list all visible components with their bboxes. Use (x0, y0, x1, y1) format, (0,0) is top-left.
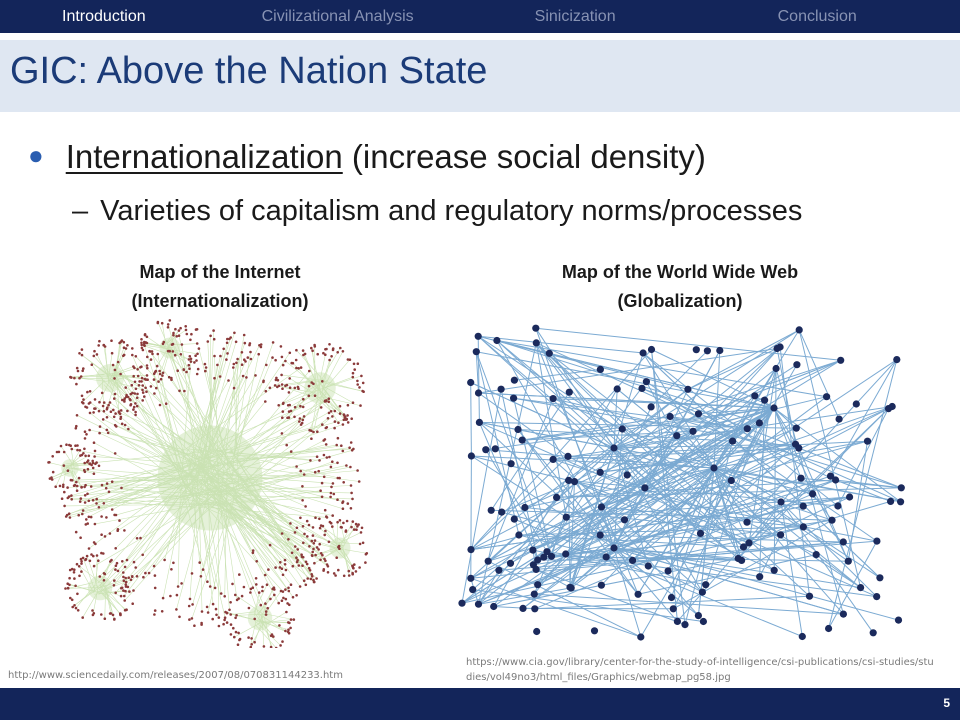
nav-introduction[interactable]: Introduction (62, 7, 146, 25)
bullet-underlined-term: Internationalization (65, 138, 343, 175)
nav-conclusion[interactable]: Conclusion (777, 7, 857, 25)
caption-line: Map of the World Wide Web (561, 262, 799, 282)
bullet-internationalization: ● Internationalization (increase social d… (28, 138, 706, 176)
source-link-internet[interactable]: http://www.sciencedaily.com/releases/200… (8, 670, 343, 681)
sub-bullet-text: Varieties of capitalism and regulatory n… (100, 195, 803, 227)
nav-sinicization[interactable]: Sinicization (534, 7, 616, 25)
source-link-web[interactable]: https://www.cia.gov/library/center-for-t… (466, 657, 934, 683)
caption-line: Map of the Internet (139, 262, 301, 282)
slide-title: GIC: Above the Nation State (10, 50, 488, 92)
title-band (0, 40, 960, 112)
nav-civilizational-analysis[interactable]: Civilizational Analysis (261, 7, 414, 25)
internet-map-caption: Map of the Internet (Internationalizatio… (60, 258, 380, 316)
web-map-image (458, 324, 905, 641)
sub-bullet-varieties: – Varieties of capitalism and regulatory … (72, 195, 802, 228)
bullet-text: (increase social density) (342, 138, 706, 175)
internet-map-image (47, 319, 369, 648)
sub-bullet-dash: – (72, 195, 89, 227)
footer-bar (0, 688, 960, 720)
page-number: 5 (943, 696, 950, 710)
caption-line: (Internationalization) (131, 291, 309, 311)
caption-line: (Globalization) (617, 291, 743, 311)
web-map-caption: Map of the World Wide Web (Globalization… (480, 258, 880, 316)
bullet-dot-icon: ● (28, 140, 44, 170)
section-navigation: Introduction Civilizational Analysis Sin… (0, 0, 960, 33)
